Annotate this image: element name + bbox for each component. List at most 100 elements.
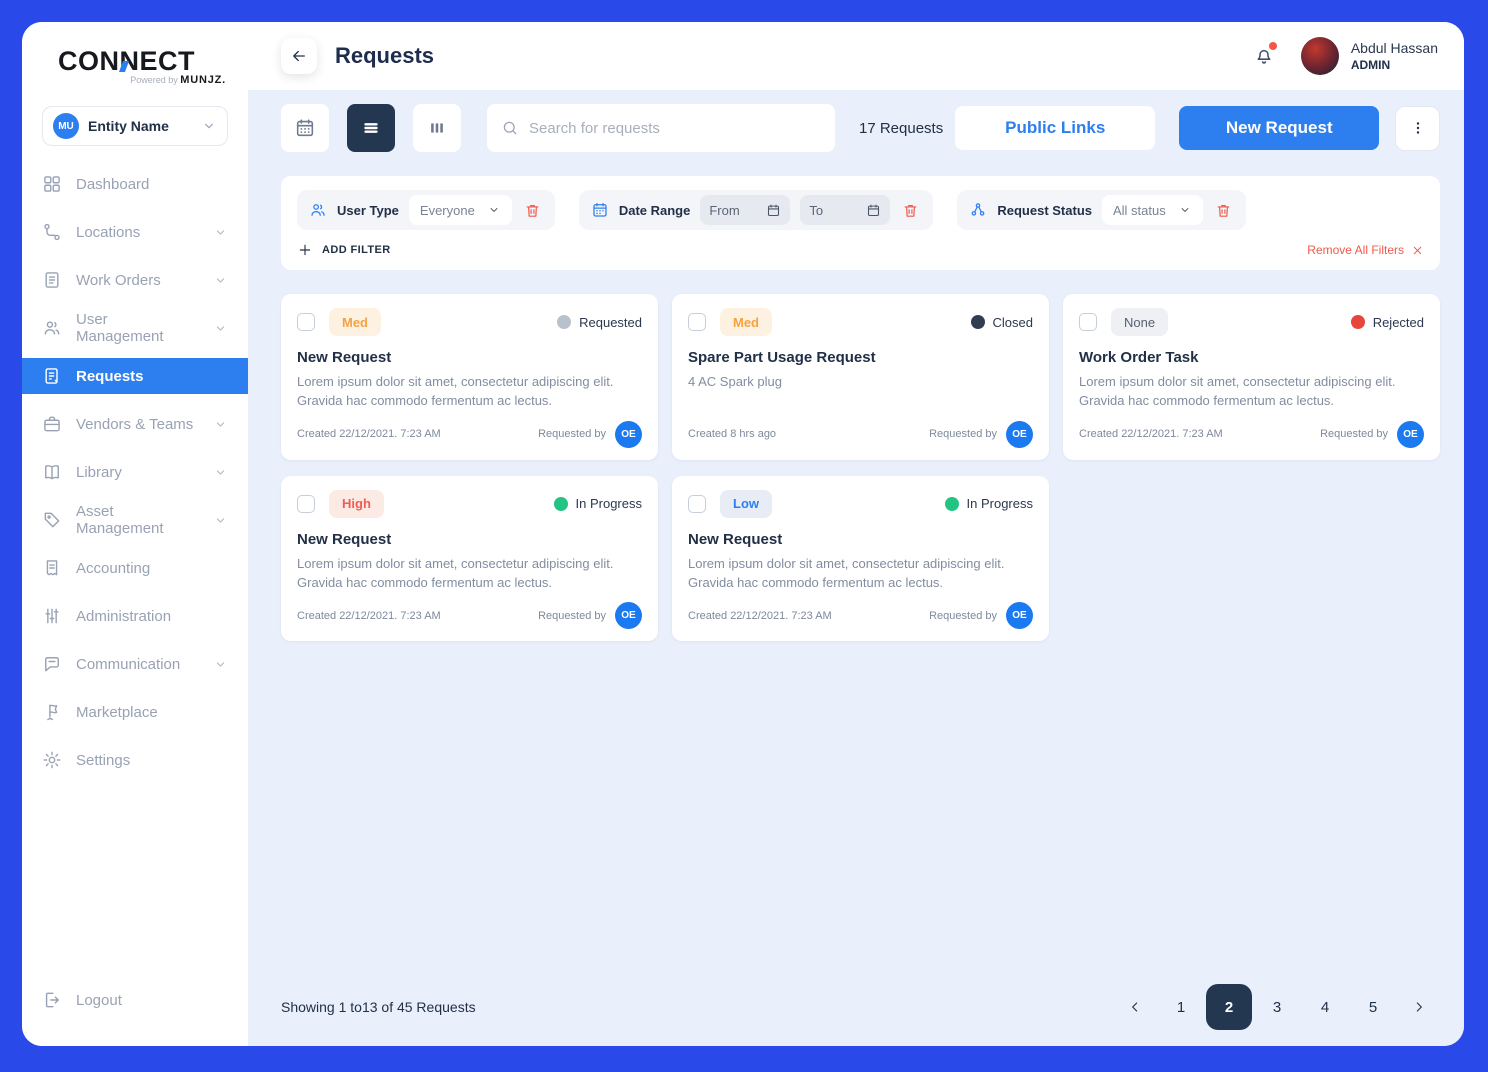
page-button-3[interactable]: 3 — [1254, 984, 1300, 1030]
request-status-select[interactable]: All status — [1102, 195, 1203, 225]
sidebar-item-vendors-teams[interactable]: Vendors & Teams — [42, 400, 228, 448]
notifications-button[interactable] — [1253, 42, 1277, 67]
card-description: 4 AC Spark plug — [688, 374, 782, 389]
sidebar-item-marketplace[interactable]: Marketplace — [42, 688, 228, 736]
card-description: Lorem ipsum dolor sit amet, consectetur … — [297, 374, 614, 408]
trash-icon — [524, 202, 541, 219]
sidebar-item-communication[interactable]: Communication — [42, 640, 228, 688]
card-checkbox[interactable] — [297, 313, 315, 331]
status-dot — [944, 496, 959, 511]
sidebar-item-label: Vendors & Teams — [76, 415, 194, 433]
sidebar-item-label: Communication — [76, 655, 181, 673]
card-checkbox[interactable] — [688, 494, 706, 513]
briefcase-icon — [42, 414, 62, 434]
calendar-icon — [591, 201, 609, 219]
calendar-view-button[interactable] — [281, 104, 329, 152]
remove-user-type-filter-button[interactable] — [522, 202, 543, 219]
status-dot — [557, 315, 572, 329]
filter-request-status: Request Status All status — [957, 190, 1246, 230]
request-card[interactable]: Med Requested New Request Lorem ipsum do… — [281, 294, 658, 460]
request-card[interactable]: Med Closed Spare Part Usage Request 4 AC… — [672, 294, 1049, 460]
sidebar-item-label: Locations — [76, 223, 141, 241]
logout-icon — [42, 990, 62, 1010]
user-type-select[interactable]: Everyone — [408, 195, 512, 225]
chevron-down-icon — [487, 203, 501, 217]
trash-icon — [902, 202, 919, 219]
results-summary: Showing 1 to13 of 45 Requests — [281, 999, 476, 1015]
requester-avatar[interactable]: OE — [1006, 420, 1033, 448]
public-links-button[interactable]: Public Links — [955, 106, 1156, 150]
sidebar-item-dashboard[interactable]: Dashboard — [42, 160, 228, 208]
sidebar-item-work-orders[interactable]: Work Orders — [42, 256, 228, 304]
entity-name: Entity Name — [88, 118, 169, 134]
sidebar-item-library[interactable]: Library — [42, 448, 228, 496]
card-title: New Request — [688, 530, 783, 548]
sidebar-item-settings[interactable]: Settings — [42, 736, 228, 784]
card-checkbox[interactable] — [297, 494, 315, 513]
date-from-input[interactable]: From — [700, 195, 791, 225]
sidebar-nav: Dashboard Locations Work Orders User Man… — [22, 160, 248, 980]
sidebar-item-locations[interactable]: Locations — [42, 208, 228, 256]
page-button-1[interactable]: 1 — [1158, 984, 1204, 1030]
remove-all-filters-button[interactable]: Remove All Filters — [1307, 243, 1424, 257]
card-checkbox[interactable] — [688, 313, 706, 331]
users-icon — [42, 318, 62, 338]
sidebar-item-asset-management[interactable]: Asset Management — [42, 496, 228, 544]
requester-avatar[interactable]: OE — [1006, 602, 1033, 630]
card-checkbox[interactable] — [1079, 313, 1097, 331]
page-button-2[interactable]: 2 — [1206, 984, 1252, 1030]
back-button[interactable] — [281, 38, 317, 74]
filter-row: User Type Everyone Date Range — [297, 190, 1424, 230]
chevron-left-icon — [1127, 999, 1143, 1015]
calendar-icon — [294, 117, 316, 139]
page-button-5[interactable]: 5 — [1350, 984, 1396, 1030]
powered-by: Powered by MUNJZ. — [130, 74, 226, 86]
created-date: Created 8 hrs ago — [688, 428, 777, 441]
chevron-down-icon — [213, 273, 228, 288]
requester-avatar[interactable]: OE — [615, 602, 642, 630]
next-page-button[interactable] — [1398, 984, 1440, 1030]
request-card[interactable]: Low In Progress New Request Lorem ipsum … — [672, 475, 1049, 642]
sidebar-item-administration[interactable]: Administration — [42, 592, 228, 640]
content-column: Requests Abdul Hassan ADMIN — [248, 22, 1464, 1046]
add-filter-button[interactable]: ADD FILTER — [297, 242, 391, 258]
prev-page-button[interactable] — [1114, 984, 1156, 1030]
app-window: CONNECT Powered by MUNJZ. MU Entity Name… — [22, 22, 1464, 1046]
remove-status-filter-button[interactable] — [1213, 202, 1234, 219]
sidebar-item-requests[interactable]: Requests — [22, 358, 248, 394]
page-button-4[interactable]: 4 — [1302, 984, 1348, 1030]
status-badge: Rejected — [1350, 315, 1424, 330]
requested-by-label: Requested by — [538, 609, 606, 622]
sidebar-item-label: Library — [76, 463, 122, 481]
logout-button[interactable]: Logout — [42, 980, 228, 1020]
gear-icon — [42, 750, 62, 770]
more-options-button[interactable] — [1395, 105, 1440, 151]
work-orders-icon — [42, 270, 62, 290]
user-menu[interactable]: Abdul Hassan ADMIN — [1300, 37, 1438, 75]
sidebar-item-user-management[interactable]: User Management — [42, 304, 228, 352]
remove-date-range-filter-button[interactable] — [900, 202, 921, 219]
request-card[interactable]: High In Progress New Request Lorem ipsum… — [281, 475, 658, 642]
requester-avatar[interactable]: OE — [1397, 420, 1424, 448]
chevron-right-icon — [1411, 999, 1427, 1015]
filter-actions: ADD FILTER Remove All Filters — [297, 242, 1424, 258]
user-avatar — [1300, 37, 1339, 75]
connect-logo: CONNECT — [42, 46, 228, 77]
list-view-button[interactable] — [347, 104, 395, 152]
status-dot — [970, 315, 985, 329]
status-badge: Requested — [557, 315, 642, 330]
request-card[interactable]: None Rejected Work Order Task Lorem ipsu… — [1063, 294, 1440, 460]
requester-avatar[interactable]: OE — [615, 420, 642, 448]
date-to-input[interactable]: To — [800, 195, 891, 225]
entity-selector[interactable]: MU Entity Name — [42, 106, 228, 146]
sidebar-item-accounting[interactable]: Accounting — [42, 544, 228, 592]
requests-icon — [42, 366, 62, 386]
search-input[interactable] — [529, 119, 821, 137]
new-request-button[interactable]: New Request — [1179, 106, 1380, 150]
board-view-button[interactable] — [413, 104, 461, 152]
created-date: Created 22/12/2021. 7:23 AM — [688, 609, 832, 622]
entity-avatar: MU — [53, 113, 79, 139]
toolbar: 17 Requests Public Links New Request — [281, 104, 1440, 152]
page-title: Requests — [335, 43, 435, 68]
bell-icon — [1253, 45, 1275, 67]
